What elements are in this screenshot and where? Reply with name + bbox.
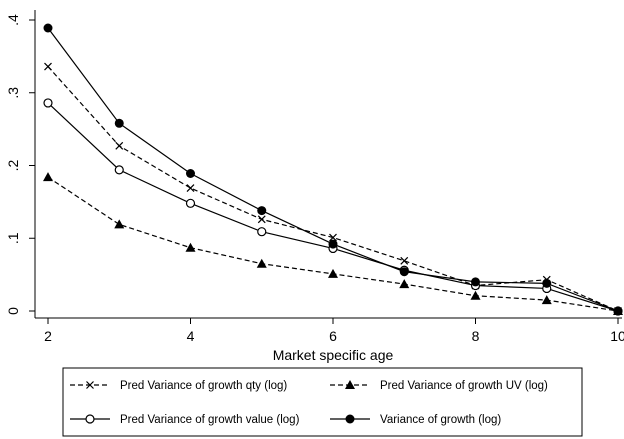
legend-label: Pred Variance of growth value (log) [120, 414, 300, 426]
data-point [257, 215, 266, 224]
x-tick-label: 2 [44, 328, 52, 344]
data-point [115, 141, 124, 150]
y-axis-ticks: 0 .1 .2 .3 .4 [5, 14, 35, 315]
data-point [43, 98, 53, 108]
legend-label: Pred Variance of growth UV (log) [380, 380, 548, 392]
data-point [400, 256, 409, 265]
x-tick-label: 8 [472, 328, 480, 344]
data-point [257, 206, 267, 216]
data-point [43, 172, 53, 182]
series-4 [43, 23, 623, 316]
legend-marker [86, 381, 94, 389]
legend-label: Variance of growth (log) [380, 414, 501, 426]
data-point [328, 268, 338, 278]
legend-marker [345, 380, 355, 389]
legend-entry: Variance of growth (log) [330, 414, 501, 426]
data-point [328, 239, 338, 249]
data-point [185, 242, 196, 252]
data-point [114, 219, 125, 229]
y-tick-label: .3 [5, 87, 21, 99]
data-point [114, 165, 124, 175]
data-point [44, 62, 52, 71]
x-tick-label: 10 [610, 328, 624, 344]
legend-entry: Pred Variance of growth UV (log) [330, 380, 548, 392]
data-point [613, 306, 623, 316]
data-point [399, 267, 409, 277]
data-point [186, 184, 195, 192]
x-tick-label: 4 [187, 328, 195, 344]
x-axis-ticks: 2 4 6 8 10 [44, 318, 624, 344]
data-point [186, 169, 195, 179]
data-point [399, 279, 410, 289]
x-axis-label: Market specific age [273, 347, 394, 363]
series-line [47, 27, 619, 312]
series-2 [43, 172, 623, 315]
data-point [43, 23, 53, 33]
x-tick-label: 6 [329, 328, 337, 344]
data-point [329, 233, 337, 242]
legend-items: Pred Variance of growth qty (log) Pred Va… [70, 380, 548, 426]
series-line [47, 102, 619, 312]
data-point [541, 295, 552, 305]
data-point [471, 277, 480, 287]
y-tick-label: .1 [5, 232, 21, 244]
legend-marker [85, 414, 95, 424]
legend-label: Pred Variance of growth qty (log) [120, 380, 287, 392]
data-point [256, 258, 267, 268]
series-layer [43, 23, 623, 316]
data-point [185, 198, 196, 208]
plot-area: 0 .1 .2 .3 .4 2 4 6 8 10 [5, 10, 624, 344]
data-point [542, 278, 552, 288]
y-tick-label: 0 [5, 307, 21, 315]
legend: Pred Variance of growth qty (log) Pred Va… [62, 367, 583, 437]
data-point [114, 118, 124, 128]
legend-entry: Pred Variance of growth value (log) [70, 414, 300, 426]
data-point [257, 227, 267, 237]
legend-marker [345, 414, 355, 424]
y-tick-label: .2 [5, 159, 21, 171]
legend-frame [62, 367, 583, 437]
legend-entry: Pred Variance of growth qty (log) [70, 380, 287, 392]
data-point [470, 290, 481, 300]
y-tick-label: .4 [5, 14, 21, 26]
